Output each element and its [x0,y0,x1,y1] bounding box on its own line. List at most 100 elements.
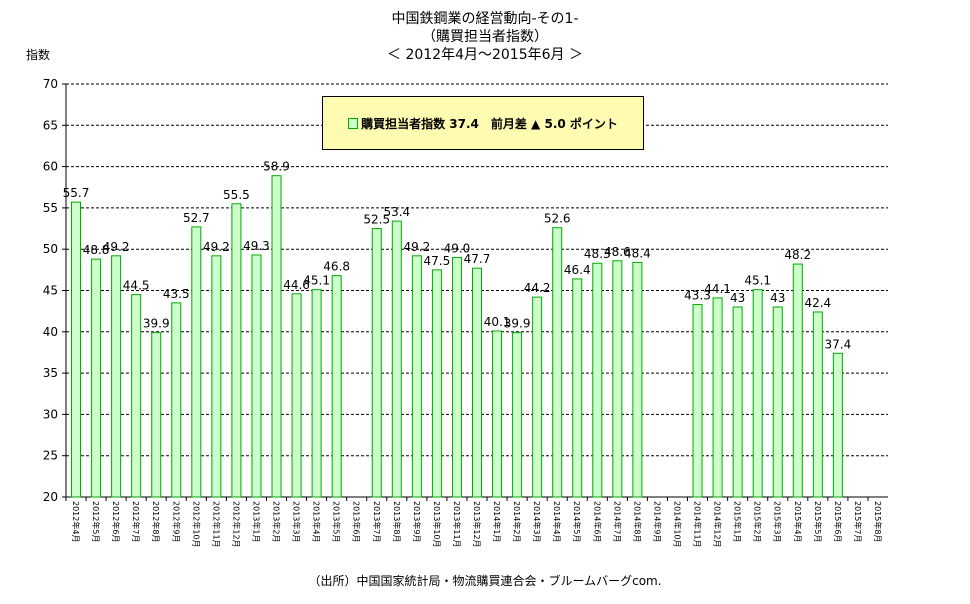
data-label: 49.0 [444,241,471,255]
bar [291,293,302,498]
x-tick-label: 2015年2月 [753,501,763,542]
data-label: 48.8 [83,243,110,257]
chart-title-line1: 中国鉄鋼業の経営動向-その1- [391,11,579,27]
data-label: 39.9 [143,317,170,331]
data-label: 48.2 [784,248,811,262]
data-label: 44.1 [704,282,731,296]
x-tick-label: 2012年12月 [231,501,241,548]
data-label: 40.1 [484,315,511,329]
bar [231,203,242,498]
y-tick-label: 65 [43,118,58,132]
bar [792,263,803,498]
x-tick-label: 2014年11月 [693,501,703,548]
chart-title-line2: （購買担当者指数） [422,29,548,45]
x-tick-label: 2013年10月 [432,501,442,548]
x-tick-label: 2012年8月 [151,501,161,542]
bar [832,352,843,498]
data-label: 55.7 [63,186,90,200]
bar [512,332,523,498]
data-label: 46.8 [323,260,350,274]
data-label: 49.2 [203,240,230,254]
y-tick-label: 55 [43,201,58,215]
bar [71,201,82,498]
data-label: 48.4 [624,246,651,260]
bar [692,304,703,498]
x-tick-label: 2014年9月 [652,501,662,542]
data-label: 43.5 [163,287,190,301]
y-tick-label: 20 [43,490,58,504]
bar [331,275,342,498]
y-tick-label: 60 [43,160,58,174]
legend-text: 購買担当者指数 37.4 前月差 ▲ 5.0 ポイント [361,116,618,131]
bar [532,296,543,498]
bar [211,255,222,498]
bar [111,255,122,498]
data-label: 47.5 [424,254,451,268]
x-tick-label: 2014年10月 [672,501,682,548]
legend-swatch [348,117,359,129]
bar [732,306,743,498]
data-label: 39.9 [504,317,531,331]
bar [271,175,282,498]
x-tick-label: 2014年12月 [713,501,723,548]
data-label: 43.3 [684,289,711,303]
x-tick-label: 2014年5月 [572,501,582,542]
x-tick-label: 2013年11月 [452,501,462,548]
y-tick-label: 30 [43,407,58,421]
data-label: 42.4 [804,296,831,310]
x-tick-label: 2012年4月 [71,501,81,542]
bar [371,228,382,498]
data-label: 48.3 [584,247,611,261]
data-label: 44.6 [283,278,310,292]
x-tick-label: 2014年1月 [492,501,502,542]
x-tick-label: 2012年5月 [91,501,101,542]
data-label: 46.4 [564,263,591,277]
data-label: 43 [770,291,785,305]
bar [251,254,262,498]
bar [612,260,623,498]
x-tick-label: 2013年5月 [332,501,342,542]
data-label: 44.2 [524,281,551,295]
source-note: （出所）中国国家統計局・物流購買連合会・ブルームバーグcom. [308,574,662,588]
x-tick-label: 2013年3月 [292,501,302,542]
data-label: 52.6 [544,212,571,226]
x-tick-label: 2014年6月 [592,501,602,542]
x-tick-label: 2015年7月 [853,501,863,542]
bar [91,258,102,498]
bar [592,262,603,498]
x-tick-label: 2013年2月 [272,501,282,542]
x-tick-label: 2012年10月 [191,501,201,548]
x-tick-label: 2012年7月 [131,501,141,542]
bar [431,269,442,498]
data-label: 44.5 [123,279,150,293]
y-axis-label: 指数 [26,48,51,62]
data-label: 45.1 [744,274,771,288]
y-tick-label: 70 [43,77,58,91]
x-tick-label: 2013年12月 [472,501,482,548]
x-tick-label: 2015年5月 [813,501,823,542]
y-tick-label: 50 [43,242,58,256]
bar [472,267,482,498]
x-tick-label: 2012年11月 [211,501,221,548]
data-label: 37.4 [825,337,852,351]
bar [712,297,723,498]
x-tick-label: 2014年7月 [612,501,622,542]
bar [391,220,402,498]
data-label: 52.5 [363,213,390,227]
x-tick-label: 2014年3月 [532,501,542,542]
bar [752,289,763,498]
x-tick-label: 2013年6月 [352,501,362,542]
data-label: 47.7 [464,252,491,266]
bar [812,311,823,498]
bar [492,330,503,498]
data-label: 49.2 [103,240,130,254]
data-label: 55.5 [223,188,250,202]
bar [772,306,783,498]
y-tick-label: 40 [43,325,58,339]
y-tick-label: 45 [43,284,58,298]
bar [151,332,162,498]
chart-title-line3: ＜ 2012年4月～2015年6月 ＞ [387,47,583,63]
x-tick-label: 2014年4月 [552,501,562,542]
bar [552,227,563,498]
